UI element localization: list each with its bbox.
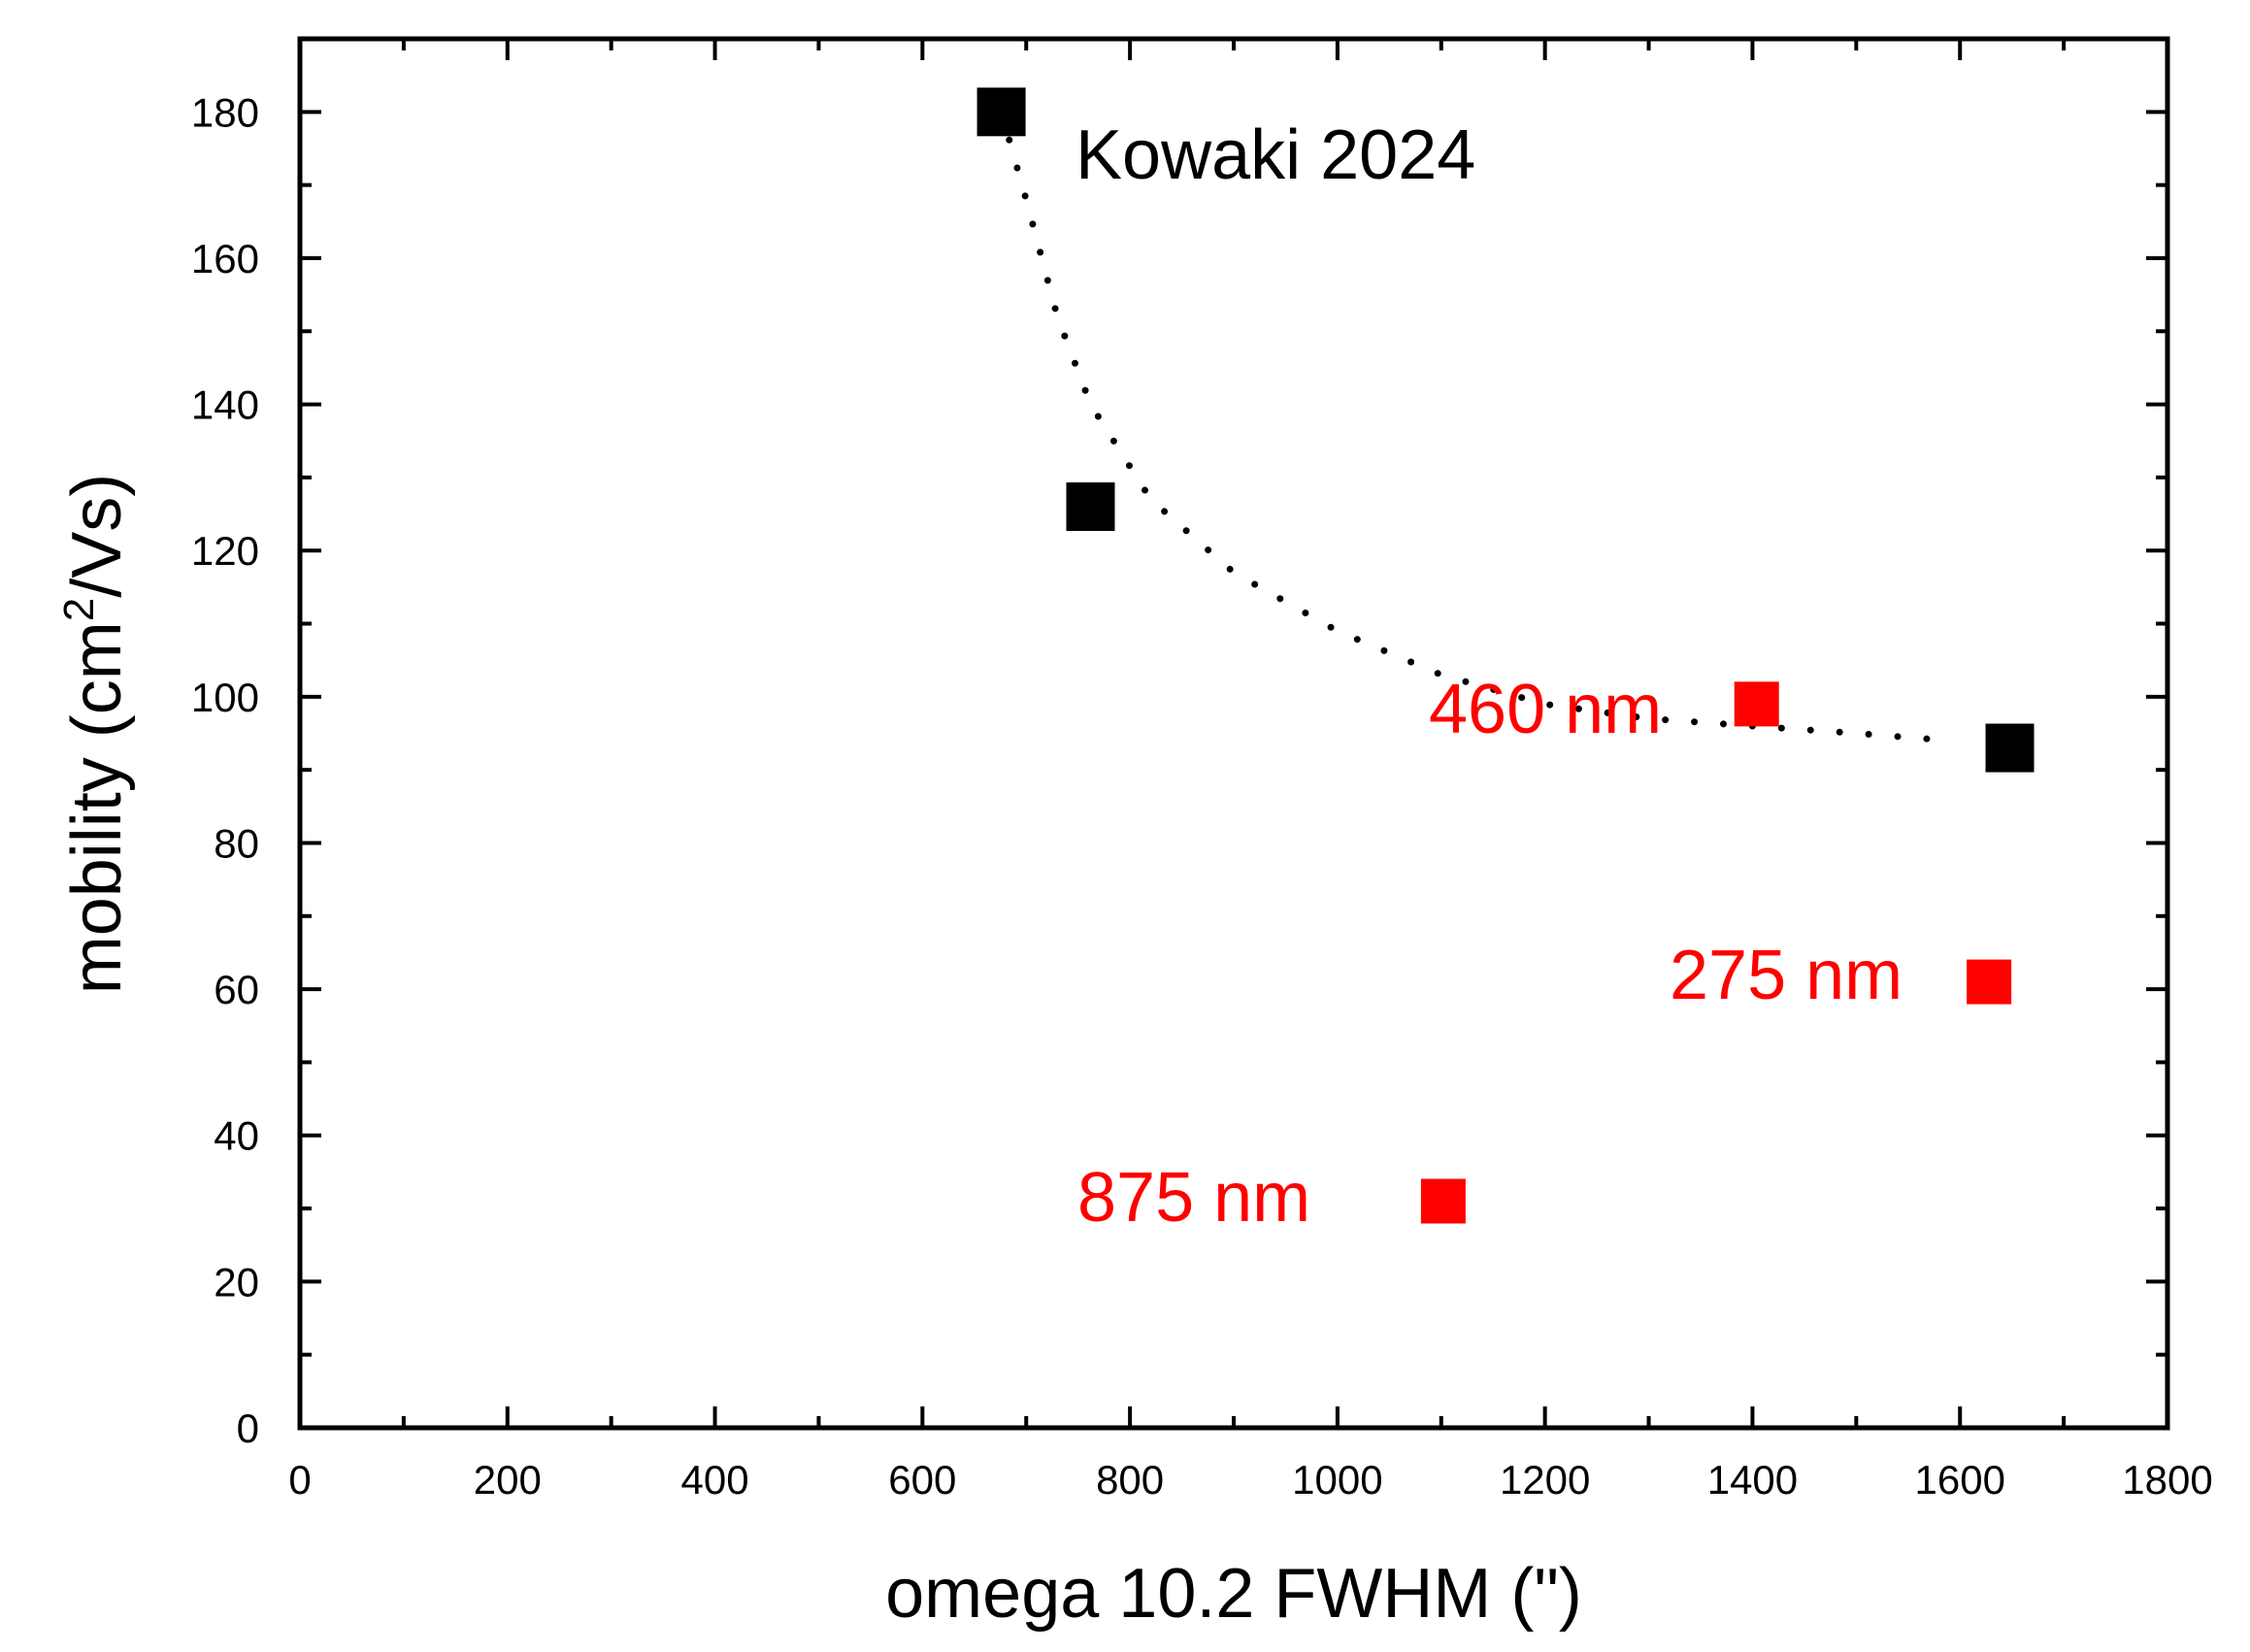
data-point-black — [1066, 482, 1115, 532]
y-tick-label: 140 — [191, 382, 259, 428]
x-tick-label: 1200 — [1500, 1457, 1590, 1503]
y-axis-title: mobility (cm2/Vs) — [55, 474, 136, 995]
y-tick-label: 120 — [191, 528, 259, 574]
y-tick-label: 60 — [214, 967, 259, 1012]
x-tick-label: 800 — [1096, 1457, 1164, 1503]
axis-tick-labels: 0 200 400 600 800 1000 1200 1400 1600 1800 0 20 40 60… — [191, 89, 2213, 1503]
y-axis-title-prefix: mobility (cm — [58, 621, 136, 994]
annotation-275-nm: 275 nm — [1670, 937, 1903, 1014]
data-point-red — [1734, 681, 1779, 727]
annotation-460-nm: 460 nm — [1429, 671, 1662, 748]
x-axis-title: omega 10.2 FWHM (") — [885, 1555, 1582, 1633]
x-tick-label: 1400 — [1707, 1457, 1798, 1503]
y-tick-label: 180 — [191, 89, 259, 135]
data-point-red — [1420, 1178, 1466, 1224]
data-point-black — [1985, 723, 2035, 773]
y-axis-title-suffix: /Vs) — [58, 474, 136, 598]
x-tick-label: 0 — [288, 1457, 311, 1503]
y-tick-label: 100 — [191, 675, 259, 720]
y-tick-label: 40 — [214, 1113, 259, 1159]
y-tick-label: 160 — [191, 236, 259, 281]
annotation-kowaki-2024: Kowaki 2024 — [1075, 116, 1475, 194]
x-tick-label: 1600 — [1915, 1457, 2005, 1503]
data-point-black — [976, 87, 1026, 137]
axis-ticks — [298, 39, 2169, 1430]
x-tick-label: 1000 — [1292, 1457, 1382, 1503]
y-tick-label: 0 — [237, 1405, 259, 1451]
annotations: Kowaki 2024 875 nm 460 nm 275 nm — [1075, 116, 1903, 1237]
annotation-875-nm: 875 nm — [1077, 1159, 1310, 1237]
x-tick-label: 400 — [681, 1457, 749, 1503]
y-tick-label: 80 — [214, 820, 259, 866]
data-markers — [976, 87, 2035, 1224]
y-tick-label: 20 — [214, 1259, 259, 1305]
y-axis-title-superscript: 2 — [55, 598, 103, 621]
x-tick-label: 200 — [474, 1457, 542, 1503]
x-tick-label: 600 — [888, 1457, 956, 1503]
x-tick-label: 1800 — [2122, 1457, 2212, 1503]
data-point-red — [1967, 959, 2012, 1005]
